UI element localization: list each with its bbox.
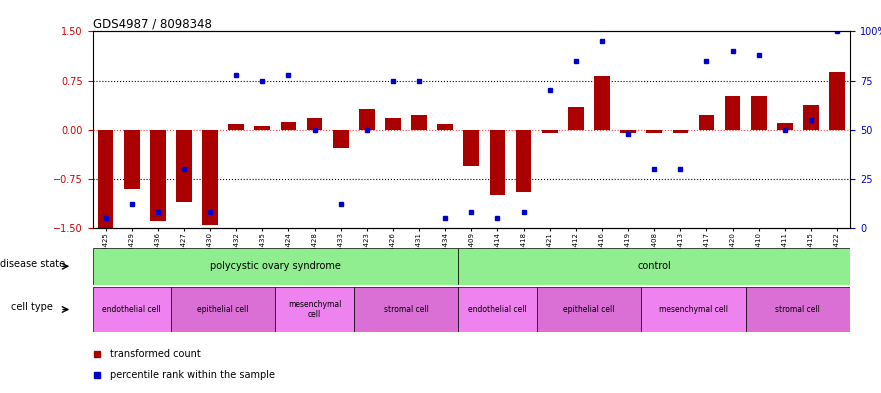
Text: polycystic ovary syndrome: polycystic ovary syndrome: [210, 261, 341, 271]
Bar: [411, 115, 427, 130]
Bar: [463, 130, 479, 166]
Bar: [255, 127, 270, 130]
Text: transformed count: transformed count: [110, 349, 201, 359]
Bar: [751, 95, 766, 130]
Bar: [829, 72, 845, 130]
Bar: [777, 123, 793, 130]
Bar: [176, 130, 192, 202]
Bar: [93, 287, 171, 332]
Bar: [542, 130, 558, 133]
Bar: [745, 287, 850, 332]
Text: GDS4987 / 8098348: GDS4987 / 8098348: [93, 17, 211, 30]
Bar: [515, 130, 531, 192]
Bar: [333, 130, 349, 148]
Bar: [203, 130, 218, 225]
Text: stromal cell: stromal cell: [775, 305, 820, 314]
Bar: [537, 287, 641, 332]
Bar: [490, 130, 506, 195]
Bar: [281, 122, 296, 130]
Text: epithelial cell: epithelial cell: [563, 305, 615, 314]
Text: stromal cell: stromal cell: [383, 305, 428, 314]
Bar: [354, 287, 458, 332]
Bar: [93, 248, 458, 285]
Bar: [437, 125, 453, 130]
Text: cell type: cell type: [11, 302, 54, 312]
Text: endothelial cell: endothelial cell: [102, 305, 161, 314]
Bar: [647, 130, 662, 133]
Bar: [124, 130, 139, 189]
Bar: [359, 109, 374, 130]
Bar: [725, 95, 740, 130]
Text: mesenchymal cell: mesenchymal cell: [659, 305, 728, 314]
Text: percentile rank within the sample: percentile rank within the sample: [110, 370, 275, 380]
Bar: [672, 130, 688, 133]
Text: mesenchymal
cell: mesenchymal cell: [288, 300, 341, 319]
Bar: [150, 130, 166, 221]
Bar: [641, 287, 745, 332]
Bar: [620, 130, 636, 133]
Text: disease state: disease state: [0, 259, 65, 269]
Bar: [307, 118, 322, 130]
Bar: [568, 107, 584, 130]
Bar: [228, 125, 244, 130]
Bar: [458, 287, 537, 332]
Bar: [171, 287, 276, 332]
Text: control: control: [637, 261, 671, 271]
Bar: [594, 76, 610, 130]
Bar: [385, 118, 401, 130]
Bar: [276, 287, 354, 332]
Bar: [98, 130, 114, 228]
Bar: [699, 115, 714, 130]
Bar: [458, 248, 850, 285]
Bar: [803, 105, 818, 130]
Text: epithelial cell: epithelial cell: [197, 305, 249, 314]
Text: endothelial cell: endothelial cell: [468, 305, 527, 314]
